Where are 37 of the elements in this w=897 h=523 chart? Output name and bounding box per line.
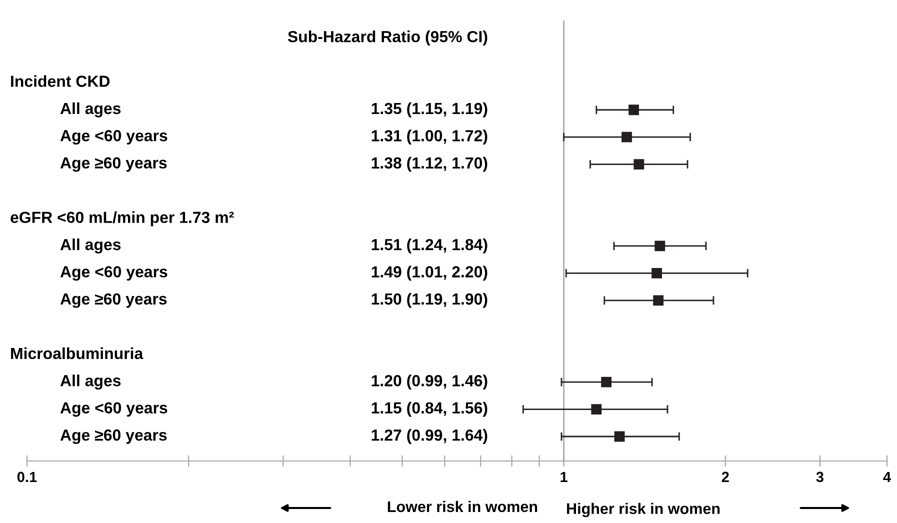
x-tick-label: 4 <box>883 472 891 482</box>
text: Lower risk in women <box>388 500 538 512</box>
y-tick-label: Age <60 years <box>60 130 168 145</box>
annotation: 1.49 (1.01, 2.20) <box>372 266 488 281</box>
y-tick-label: Incident CKD <box>11 75 110 87</box>
y-tick-label: Age ≥60 years <box>60 157 167 172</box>
annotation: 1.27 (0.99, 1.64) <box>372 429 488 444</box>
y-tick-label: All ages <box>60 102 121 118</box>
y-tick-label: All ages <box>60 374 121 390</box>
y-tick-label: Age ≥60 years <box>60 429 167 444</box>
y-tick-label: Microalbuminuria <box>11 347 144 360</box>
x-tick-label: 3 <box>816 472 824 482</box>
annotation: 1.31 (1.00, 1.72) <box>372 130 488 145</box>
x-tick-label: 1 <box>560 472 568 482</box>
y-tick-label: Age <60 years <box>60 402 168 417</box>
point <box>653 295 664 306</box>
y-tick-label: eGFR <60 mL/min per 1.73 m² <box>10 211 234 226</box>
point <box>634 159 644 170</box>
annotation: 1.51 (1.24, 1.84) <box>372 238 488 254</box>
point <box>628 104 639 116</box>
annotation: 1.38 (1.12, 1.70) <box>372 156 488 172</box>
y-tick-label: Age ≥60 years <box>60 293 167 308</box>
annotation: 1.20 (0.99, 1.46) <box>372 374 488 390</box>
annotation: 1.15 (0.84, 1.56) <box>372 402 488 417</box>
point <box>614 431 625 442</box>
point <box>652 268 662 278</box>
point <box>601 376 612 388</box>
x-tick-label: 0.1 <box>17 472 37 482</box>
annotation: 1.50 (1.19, 1.90) <box>372 292 488 308</box>
y-tick-label: Age <60 years <box>60 266 168 281</box>
point <box>622 132 632 142</box>
x-tick-label: 2 <box>722 472 729 482</box>
chart-title: Sub-Hazard Ratio (95% CI) <box>288 30 488 46</box>
y-tick-label: All ages <box>60 238 121 254</box>
text: Higher risk in women <box>567 502 720 518</box>
annotation: 1.35 (1.15, 1.19) <box>372 102 488 118</box>
point <box>654 240 666 252</box>
